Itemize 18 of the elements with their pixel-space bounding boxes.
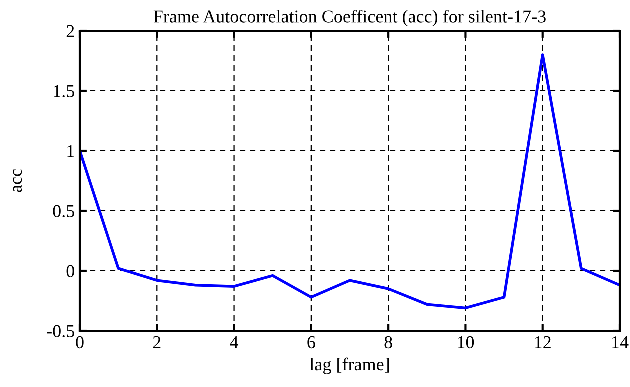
x-tick-label: 12 — [535, 336, 551, 348]
y-tick-label: 2 — [66, 25, 74, 38]
y-tick-label: 0.5 — [53, 205, 74, 218]
y-tick-label: 1.5 — [54, 85, 74, 98]
x-tick-label: 4 — [230, 336, 239, 348]
x-tick-label: 0 — [76, 336, 84, 349]
y-tick-label: 1 — [68, 145, 74, 158]
line-series — [80, 54, 620, 310]
x-tick-label: 6 — [308, 336, 316, 349]
y-tick-label: -0.5 — [47, 325, 74, 338]
chart-title: Frame Autocorrelation Coefficent (acc) for silent-17-3 — [154, 10, 546, 27]
x-tick-label: 8 — [384, 336, 392, 349]
x-tick-label: 10 — [458, 336, 474, 349]
y-tick-label: 0 — [66, 265, 74, 278]
y-axis-title: acc — [13, 170, 22, 192]
x-tick-label: 14 — [612, 336, 629, 348]
x-axis-title: lag [frame] — [310, 358, 390, 374]
x-tick-label: 2 — [153, 336, 161, 348]
